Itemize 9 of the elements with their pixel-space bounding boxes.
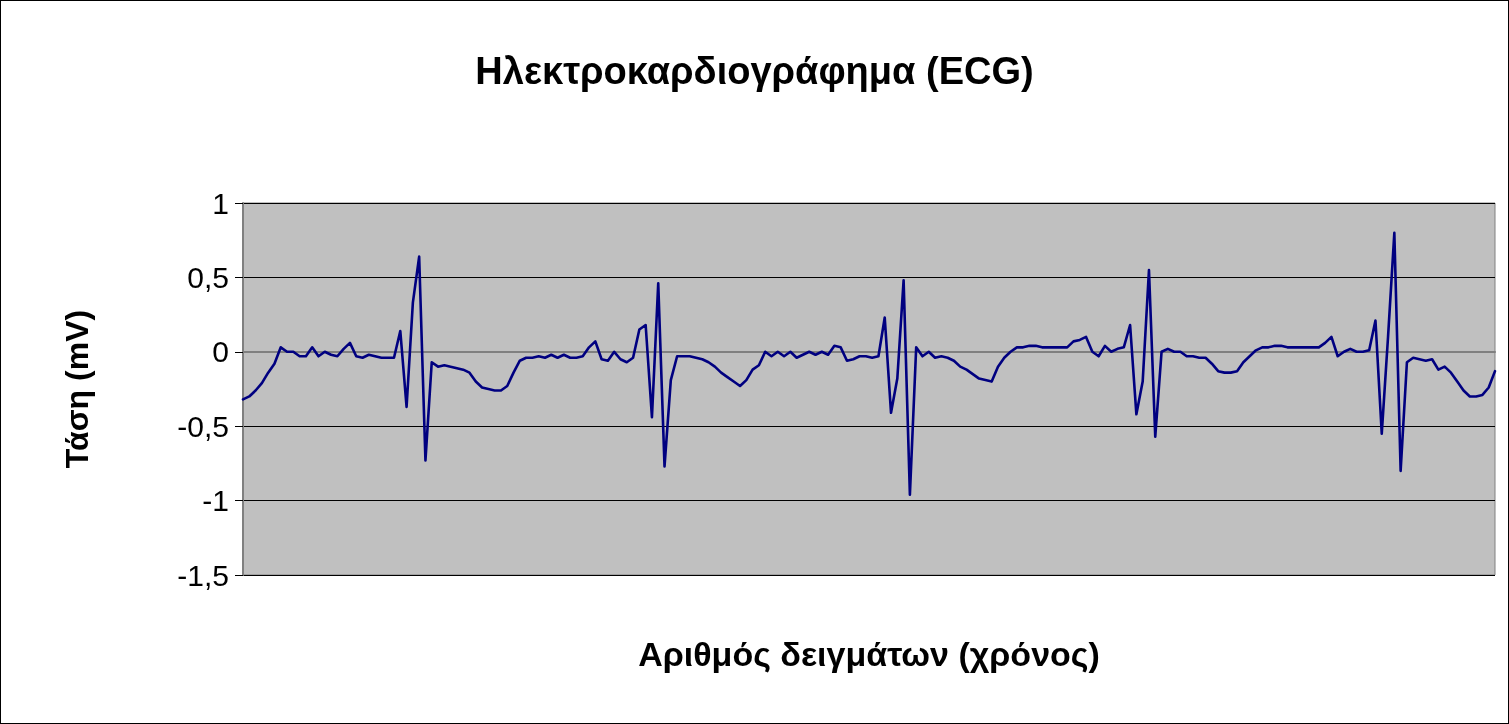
y-tick-label: -1,5 — [177, 558, 229, 592]
y-tick-label: -1 — [202, 484, 229, 518]
y-tick-label: 1 — [212, 186, 229, 220]
y-axis-title: Τάση (mV) — [59, 309, 95, 469]
y-tick-label: 0,5 — [187, 260, 229, 294]
y-tick-label: -0,5 — [177, 409, 229, 443]
chart-title: Ηλεκτροκαρδιογράφημα (ECG) — [475, 50, 1034, 92]
x-axis-title: Αριθμός δειγμάτων (χρόνος) — [638, 635, 1100, 673]
y-tick-label: 0 — [212, 335, 229, 369]
